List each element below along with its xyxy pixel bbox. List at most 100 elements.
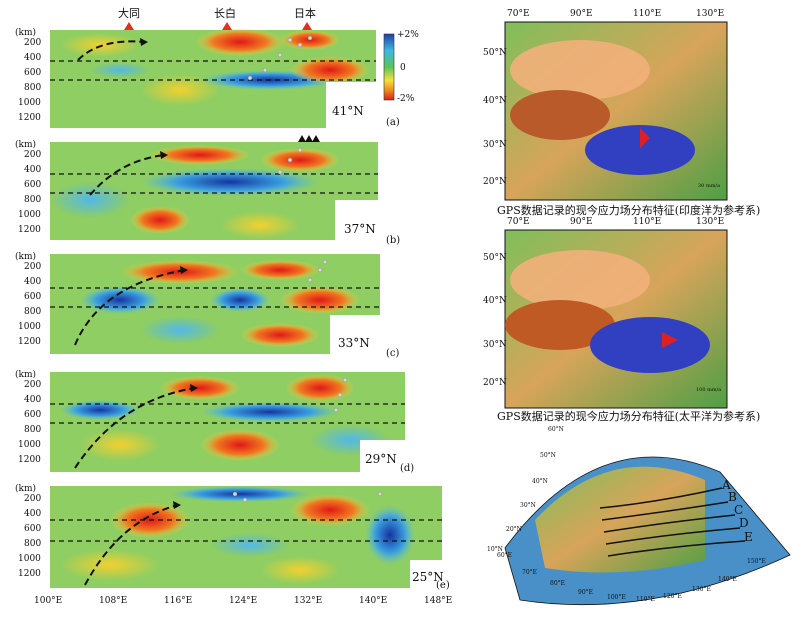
- lon-tick: 116°E: [164, 596, 193, 606]
- overview-lon-label: 120°E: [663, 593, 682, 600]
- colorbar-mid: 0: [400, 63, 406, 73]
- station-label-changbai: 长白: [214, 7, 236, 20]
- overview-lat-label: 20°N: [506, 526, 522, 533]
- depth-tick: 800: [24, 195, 42, 205]
- profile-letter-b: B: [728, 490, 737, 504]
- depth-tick: 200: [24, 494, 42, 504]
- depth-tick: 600: [24, 68, 42, 78]
- depth-tick: 600: [24, 180, 42, 190]
- depth-tick: 1000: [18, 440, 41, 450]
- lon-tick: 108°E: [99, 596, 128, 606]
- depth-tick: 1200: [18, 455, 41, 465]
- colorbar-top: +2%: [397, 30, 419, 40]
- lon-tick: 100°E: [34, 596, 63, 606]
- depth-tick: 1200: [18, 569, 41, 579]
- map2-lon-3: 130°E: [696, 217, 725, 227]
- depth-tick: 1000: [18, 322, 41, 332]
- upwelling-arrows: [74, 40, 196, 586]
- depth-tick: 800: [24, 307, 42, 317]
- lon-tick: 148°E: [424, 596, 453, 606]
- red-arrow-icon: [640, 128, 650, 148]
- map1-lon-2: 110°E: [633, 9, 662, 19]
- panel-d-tomography: [50, 372, 405, 472]
- map1-lon-1: 90°E: [570, 9, 593, 19]
- depth-tick: 200: [24, 262, 42, 272]
- panel-a-tomography: [50, 28, 376, 128]
- panel-lat-e: 25°N: [412, 570, 444, 584]
- depth-tick: 800: [24, 83, 42, 93]
- panel-c-tomography: [50, 254, 380, 355]
- depth-tick: 600: [24, 292, 42, 302]
- map1-scale: 30 mm/a: [698, 183, 721, 189]
- depth-tick: 200: [24, 150, 42, 160]
- depth-tick: 600: [24, 524, 42, 534]
- map1-lat-3: 20°N: [483, 177, 507, 187]
- depth-tick: 600: [24, 410, 42, 420]
- overview-lon-label: 100°E: [607, 594, 626, 601]
- overview-lat-label: 10°N: [487, 546, 503, 553]
- map1-lat-1: 40°N: [483, 96, 507, 106]
- depth-tick: 800: [24, 539, 42, 549]
- station-label-japan: 日本: [294, 7, 316, 20]
- overview-lat-label: 50°N: [540, 452, 556, 459]
- arrow-heads: [140, 38, 198, 509]
- overview-lat-label: 30°N: [520, 502, 536, 509]
- overview-lon-label: 80°E: [550, 580, 566, 587]
- panel-label-b: (b): [386, 235, 401, 246]
- depth-tick: 200: [24, 380, 42, 390]
- depth-tick: 400: [24, 509, 42, 519]
- panel-e-tomography: [50, 486, 442, 588]
- panel-lat-a: 41°N: [332, 104, 364, 118]
- map1-lon-0: 70°E: [507, 9, 530, 19]
- depth-unit-4: (km): [15, 484, 37, 494]
- map1-lon-3: 130°E: [696, 9, 725, 19]
- panel-lat-d: 29°N: [365, 452, 397, 466]
- panel-label-c: (c): [386, 348, 400, 359]
- depth-tick: 400: [24, 53, 42, 63]
- map1-caption: GPS数据记录的现今应力场分布特征(印度洋为参考系): [497, 204, 761, 217]
- depth-tick: 400: [24, 277, 42, 287]
- map2-caption: GPS数据记录的现今应力场分布特征(太平洋为参考系): [497, 410, 761, 423]
- colorbar: [383, 33, 395, 101]
- overview-lon-label: 110°E: [636, 596, 655, 603]
- map2-lon-0: 70°E: [507, 217, 530, 227]
- panel-b-tomography: [50, 142, 380, 240]
- colorbar-bottom: -2%: [397, 94, 415, 104]
- map2-scale: 100 mm/a: [696, 387, 722, 393]
- lon-tick: 132°E: [294, 596, 323, 606]
- panel-label-e: (e): [436, 580, 450, 591]
- overview-lon-label: 90°E: [578, 589, 594, 596]
- depth-tick: 1200: [18, 337, 41, 347]
- map1-lat-2: 30°N: [483, 140, 507, 150]
- overview-lon-label: 130°E: [692, 586, 711, 593]
- map1-lat-0: 50°N: [483, 48, 507, 58]
- depth-tick: 1000: [18, 554, 41, 564]
- profile-letter-c: C: [734, 503, 744, 517]
- map2-lat-0: 50°N: [483, 253, 507, 263]
- depth-unit-3: (km): [15, 370, 37, 380]
- map2-lat-2: 30°N: [483, 340, 507, 350]
- profile-letter-e: E: [744, 530, 753, 544]
- lon-tick: 124°E: [229, 596, 258, 606]
- overview-lon-label: 150°E: [747, 558, 766, 565]
- profile-letter-a: A: [722, 478, 731, 492]
- profile-letter-d: D: [739, 516, 749, 530]
- overview-lon-label: 70°E: [522, 569, 538, 576]
- panel-label-a: (a): [386, 117, 400, 128]
- panel-lat-c: 33°N: [338, 336, 370, 350]
- panel-lat-b: 37°N: [344, 222, 376, 236]
- station-triangles: [124, 22, 312, 30]
- overview-lat-label: 60°N: [548, 426, 564, 433]
- depth-tick: 1200: [18, 225, 41, 235]
- red-arrow-icon: [662, 332, 678, 348]
- map2-lat-1: 40°N: [483, 296, 507, 306]
- depth-tick: 400: [24, 395, 42, 405]
- depth-tick: 1200: [18, 113, 41, 123]
- seismicity: [232, 35, 383, 503]
- overview-lon-label: 140°E: [718, 576, 737, 583]
- depth-tick: 200: [24, 38, 42, 48]
- depth-tick: 800: [24, 425, 42, 435]
- station-label-datong: 大同: [118, 7, 140, 20]
- map2-lon-1: 90°E: [570, 217, 593, 227]
